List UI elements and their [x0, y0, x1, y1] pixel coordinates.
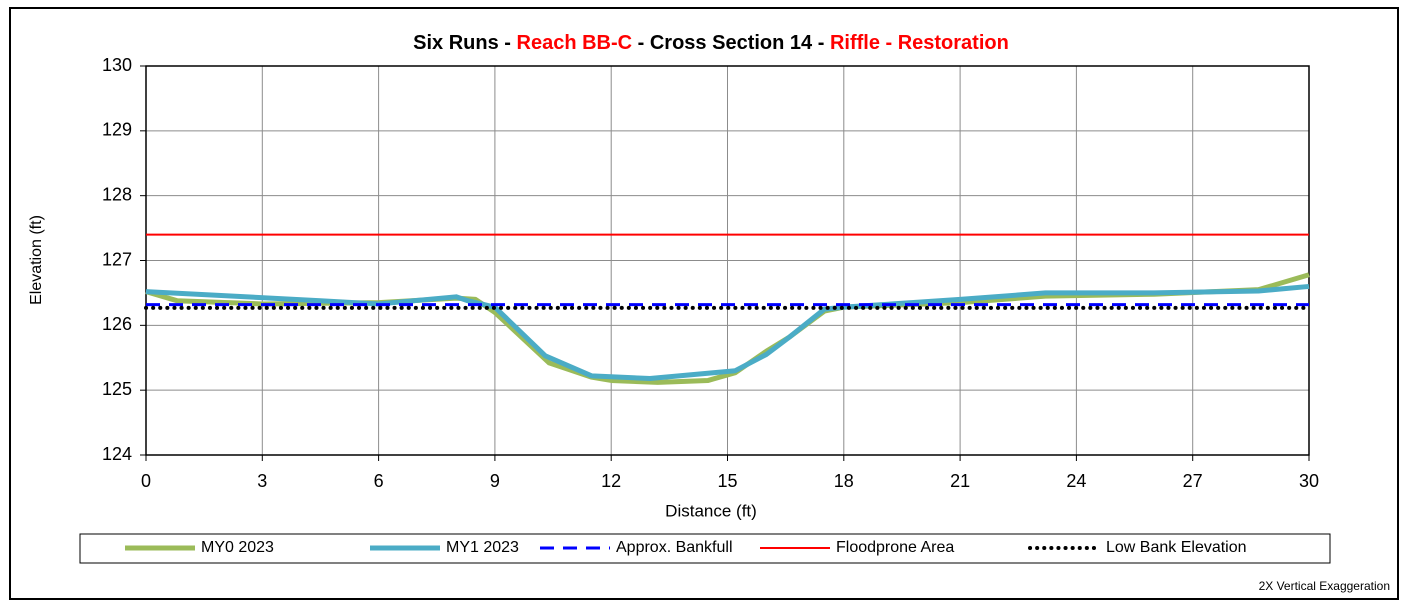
y-tick-label: 130 [102, 55, 132, 75]
chart-title: Six Runs - Reach BB-C - Cross Section 14… [413, 32, 1009, 54]
x-tick-label: 9 [490, 471, 500, 491]
y-tick-label: 129 [102, 120, 132, 140]
legend-label: MY1 2023 [446, 539, 519, 556]
legend-label: Floodprone Area [836, 539, 954, 556]
x-tick-label: 6 [374, 471, 384, 491]
x-tick-label: 27 [1183, 471, 1203, 491]
title-part: - Cross Section 14 - [632, 32, 830, 54]
x-tick-label: 12 [601, 471, 621, 491]
y-tick-label: 124 [102, 444, 132, 464]
legend [79, 533, 1331, 564]
x-tick-label: 21 [950, 471, 970, 491]
x-tick-label: 3 [257, 471, 267, 491]
legend-label: Low Bank Elevation [1106, 539, 1247, 556]
x-axis-label: Distance (ft) [665, 501, 757, 520]
annotation: 2X Vertical Exaggeration [1259, 579, 1390, 593]
y-tick-label: 127 [102, 249, 132, 269]
x-tick-label: 18 [834, 471, 854, 491]
legend-label: Approx. Bankfull [616, 539, 733, 556]
title-part: Reach BB-C [517, 32, 633, 54]
y-tick-label: 128 [102, 184, 132, 204]
x-tick-label: 30 [1299, 471, 1319, 491]
legend-label: MY0 2023 [201, 539, 274, 556]
y-tick-label: 126 [102, 314, 132, 334]
title-part: Six Runs - [413, 32, 516, 54]
plot-area [145, 65, 1310, 456]
y-axis-label: Elevation (ft) [28, 215, 45, 305]
x-tick-label: 0 [141, 471, 151, 491]
x-tick-label: 24 [1066, 471, 1086, 491]
y-tick-label: 125 [102, 379, 132, 399]
title-part: Riffle - Restoration [830, 32, 1009, 54]
series-line [145, 283, 1310, 381]
x-tick-label: 15 [717, 471, 737, 491]
